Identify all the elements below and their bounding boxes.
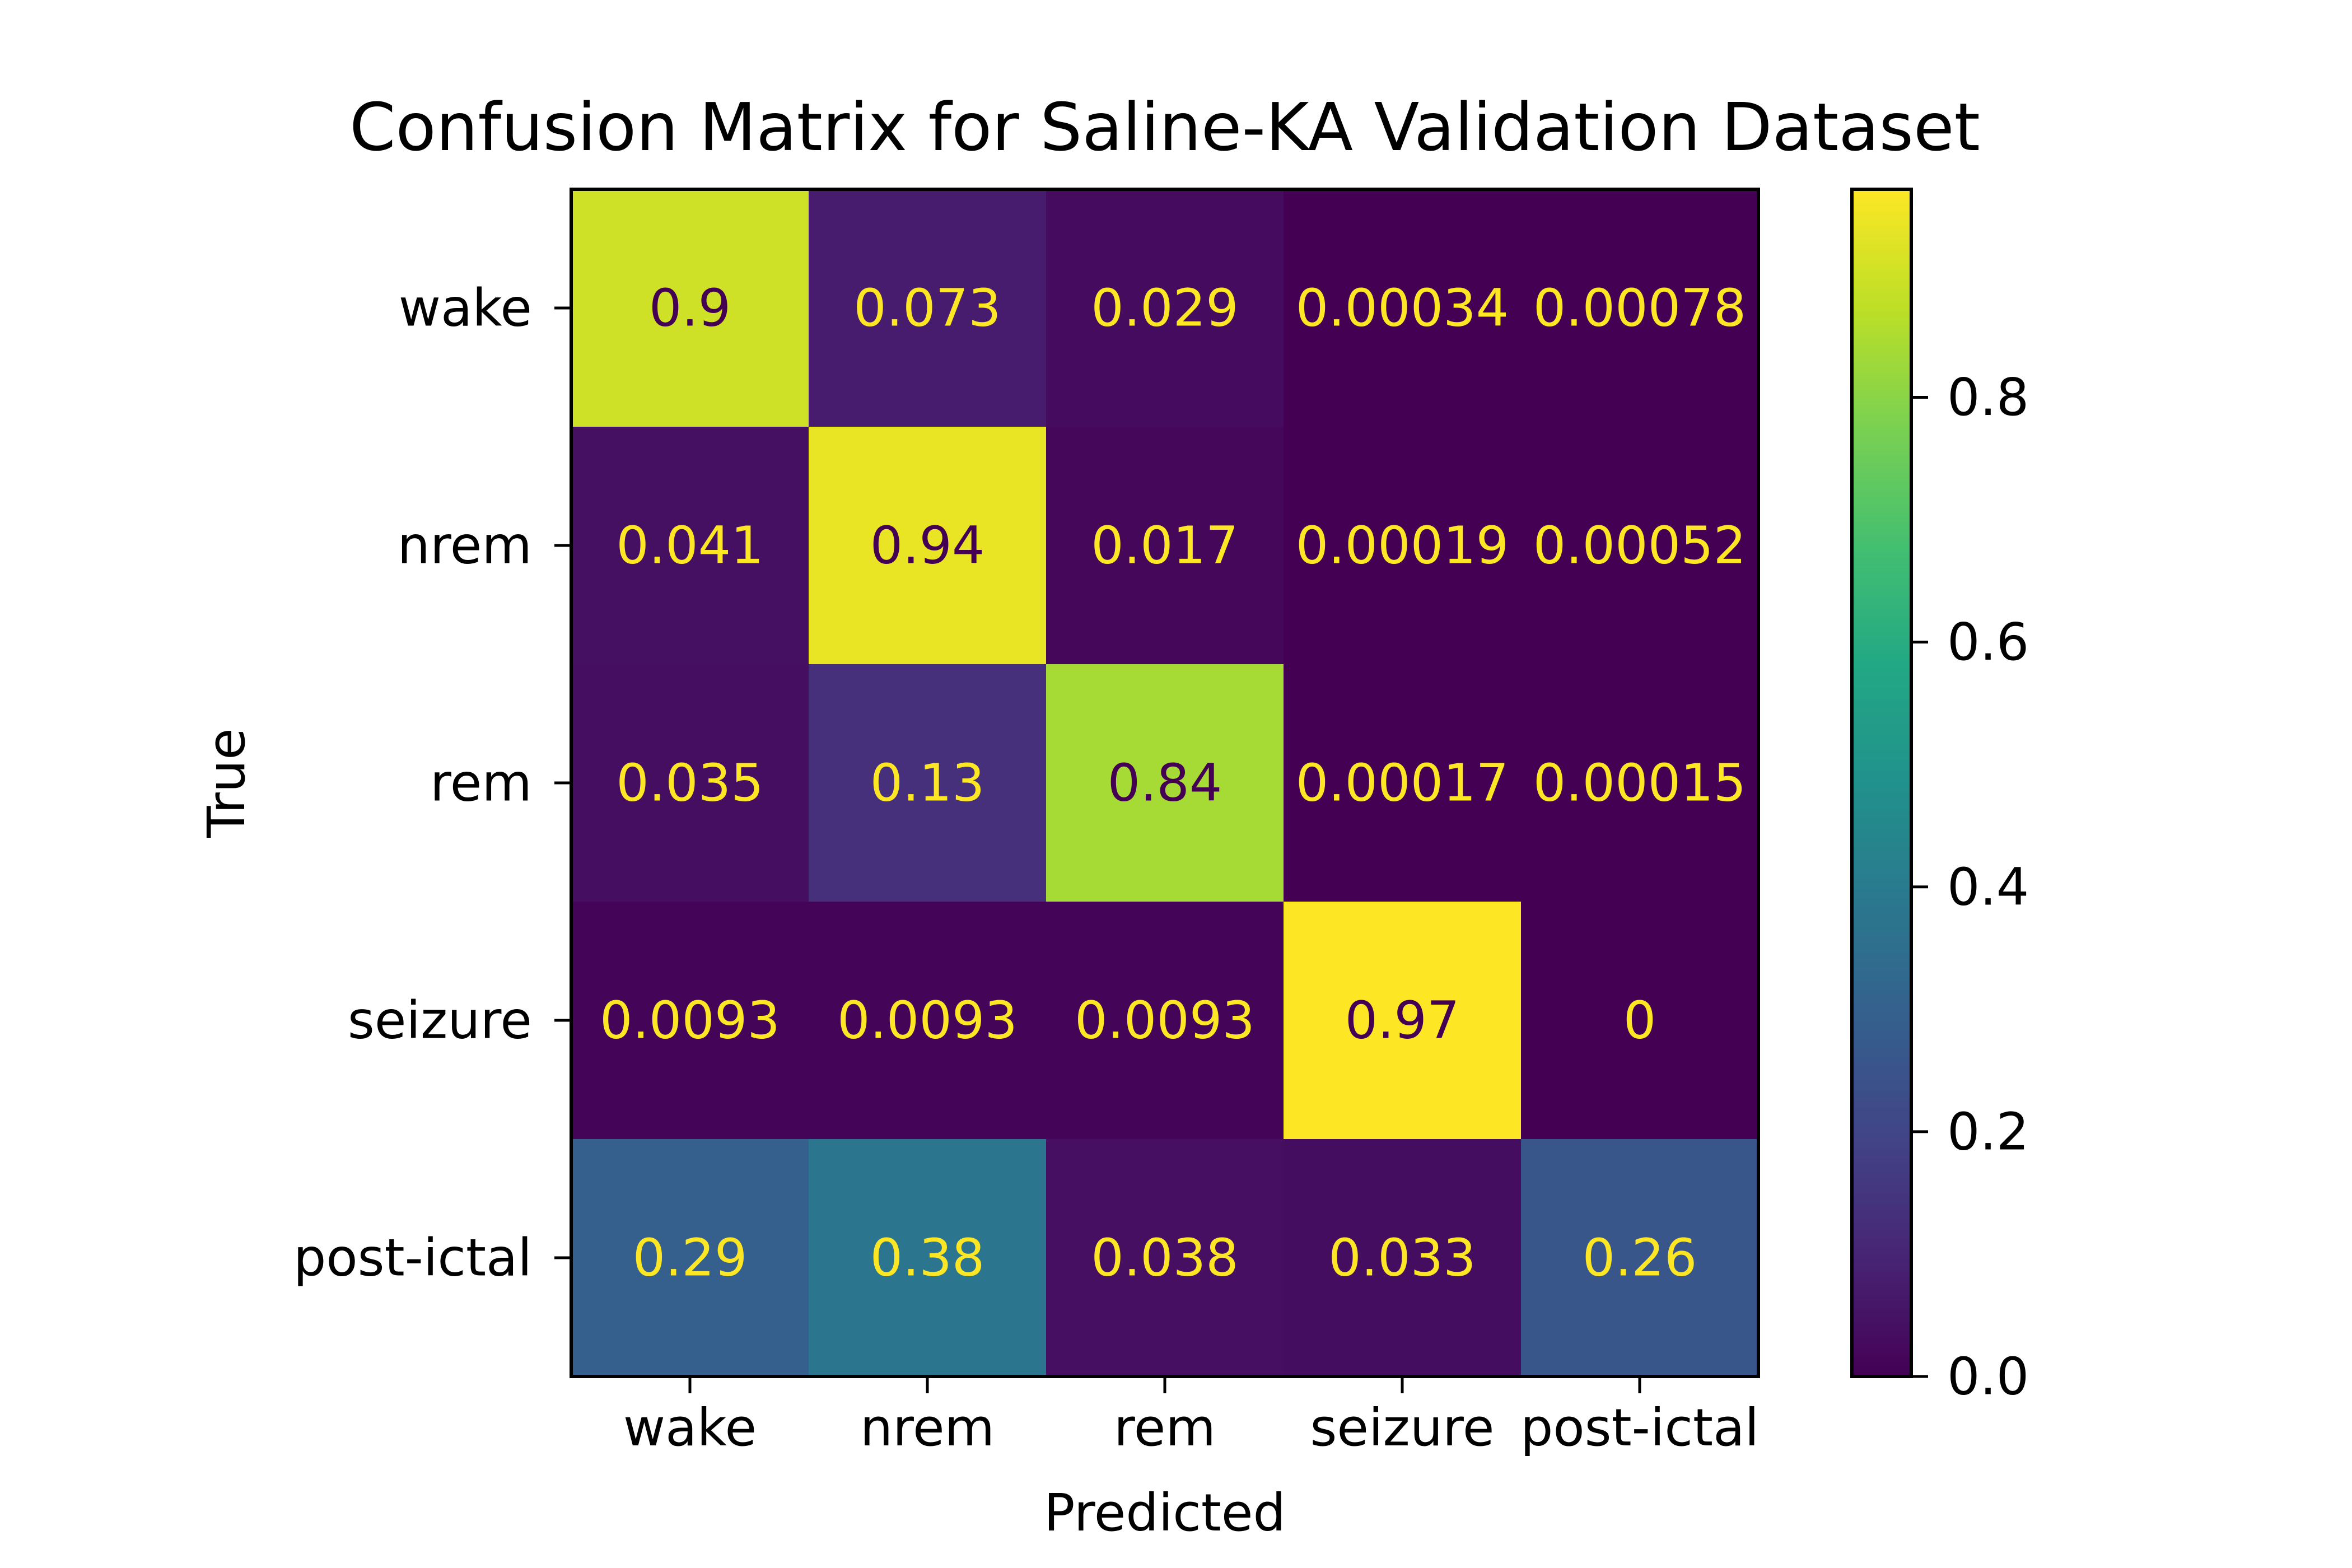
y-tick-label: nrem: [398, 516, 532, 576]
x-tick-label: wake: [623, 1398, 757, 1458]
x-tick-label: nrem: [860, 1398, 995, 1458]
x-axis-label: Predicted: [1044, 1483, 1286, 1543]
chart-title: Confusion Matrix for Saline-KA Validatio…: [349, 88, 1980, 166]
heatmap-cell: [1521, 189, 1759, 427]
colorbar-tick-label: 0.0: [1947, 1347, 2029, 1407]
heatmap-cell: [1521, 1139, 1759, 1377]
heatmap-cell: [1521, 902, 1759, 1140]
heatmap-cell: [1284, 664, 1522, 902]
heatmap-cell: [809, 189, 1047, 427]
heatmap-cell-labels: 0.9 0.073 0.029 0.00034 0.00078 0.041 0.94 0.01…: [600, 278, 1746, 1288]
cell-value-label: 0.00019: [1296, 516, 1509, 576]
cell-value-label: 0.9: [649, 278, 731, 338]
cell-value-label: 0.00034: [1296, 278, 1509, 338]
cell-value-label: 0.00017: [1296, 753, 1509, 813]
heatmap-cell: [809, 1139, 1047, 1377]
y-tick-label: post-ictal: [293, 1228, 532, 1288]
y-tick-label: wake: [399, 278, 532, 338]
y-axis-label: True: [197, 728, 256, 838]
heatmap-cell: [1284, 427, 1522, 665]
cell-value-label: 0.94: [870, 516, 985, 576]
cell-value-label: 0.033: [1328, 1228, 1476, 1288]
x-tick-label: rem: [1114, 1398, 1216, 1458]
cell-value-label: 0.029: [1091, 278, 1238, 338]
cell-value-label: 0.13: [870, 753, 985, 813]
heatmap-cell: [1046, 664, 1284, 902]
heatmap-cell: [1521, 427, 1759, 665]
cell-value-label: 0.038: [1091, 1228, 1238, 1288]
heatmap-cell: [1046, 189, 1284, 427]
heatmap-cell: [809, 902, 1047, 1140]
heatmap-cell: [571, 1139, 809, 1377]
y-axis: wake nrem rem seizure post-ictal: [293, 278, 571, 1288]
heatmap-cell: [571, 189, 809, 427]
cell-value-label: 0.38: [870, 1228, 985, 1288]
cell-value-label: 0.0093: [1075, 991, 1255, 1051]
colorbar-gradient: [1852, 189, 1911, 1376]
cell-value-label: 0.0093: [600, 991, 780, 1051]
cell-value-label: 0.00052: [1533, 516, 1746, 576]
cell-value-label: 0.035: [616, 753, 763, 813]
heatmap-cell: [1284, 1139, 1522, 1377]
heatmap-cells: [571, 189, 1759, 1377]
cell-value-label: 0.0093: [837, 991, 1018, 1051]
heatmap-cell: [1046, 427, 1284, 665]
cell-value-label: 0.26: [1583, 1228, 1697, 1288]
cell-value-label: 0.041: [616, 516, 763, 576]
x-axis: wake nrem rem seizure post-ictal: [623, 1376, 1759, 1458]
cell-value-label: 0.84: [1108, 753, 1222, 813]
heatmap-cell: [571, 427, 809, 665]
y-tick-label: rem: [430, 753, 532, 813]
heatmap-cell: [1046, 902, 1284, 1140]
x-tick-label: seizure: [1310, 1398, 1494, 1458]
cell-value-label: 0.29: [633, 1228, 748, 1288]
heatmap-cell: [571, 902, 809, 1140]
y-tick-label: seizure: [348, 991, 532, 1051]
colorbar-tick-label: 0.4: [1947, 857, 2029, 917]
cell-value-label: 0.97: [1345, 991, 1460, 1051]
colorbar-tick-label: 0.8: [1947, 367, 2029, 427]
colorbar-frame: [1850, 188, 1913, 1378]
x-tick-label: post-ictal: [1520, 1398, 1759, 1458]
heatmap-cell: [571, 664, 809, 902]
cell-value-label: 0.073: [853, 278, 1001, 338]
heatmap-cell: [1046, 1139, 1284, 1377]
heatmap-cell: [1284, 189, 1522, 427]
heatmap-cell: [1284, 902, 1522, 1140]
cell-value-label: 0.00015: [1533, 753, 1746, 813]
heatmap-cell: [1521, 664, 1759, 902]
colorbar-tick-label: 0.2: [1947, 1102, 2029, 1161]
heatmap-cell: [809, 427, 1047, 665]
cell-value-label: 0.00078: [1533, 278, 1746, 338]
colorbar-tick-label: 0.6: [1947, 612, 2029, 672]
heatmap-cell: [809, 664, 1047, 902]
colorbar: 0.0 0.2 0.4 0.6 0.8: [1850, 188, 2029, 1407]
cell-value-label: 0.017: [1091, 516, 1238, 576]
cell-value-label: 0: [1623, 991, 1656, 1051]
